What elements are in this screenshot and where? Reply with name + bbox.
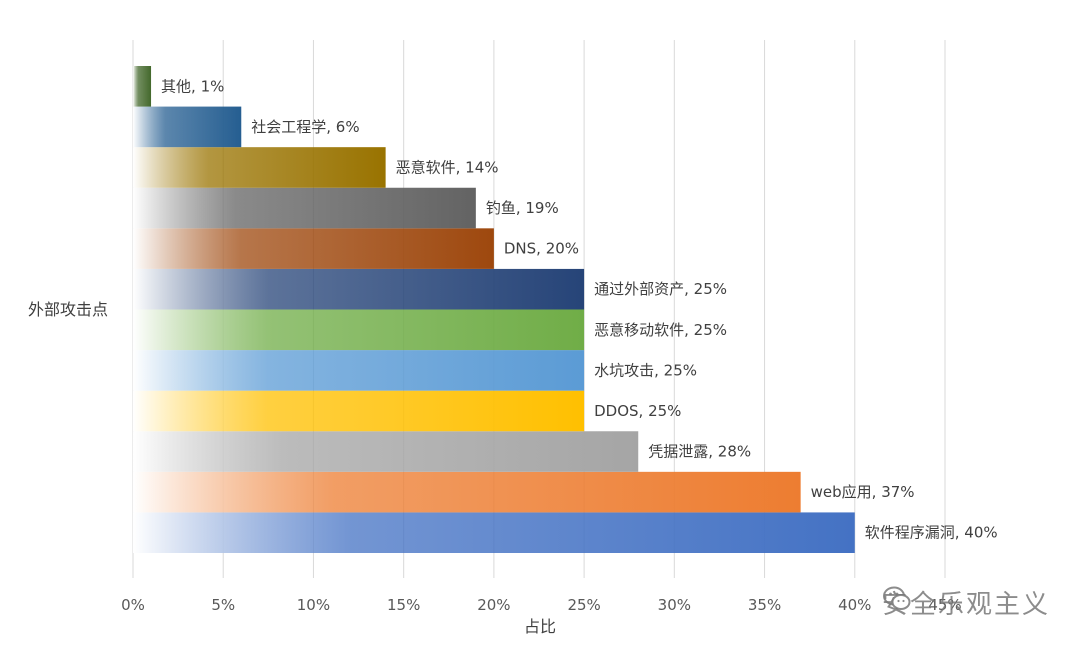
bar (133, 187, 476, 229)
wechat-icon (882, 586, 911, 610)
data-label: 通过外部资产, 25% (594, 280, 727, 298)
data-label: web应用, 37% (811, 483, 915, 501)
data-label: DNS, 20% (504, 240, 579, 258)
bar (133, 106, 242, 148)
data-label: 钓鱼, 19% (486, 199, 559, 217)
data-labels: 软件程序漏洞, 40% web应用, 37% 凭据泄露, 28% DDOS, 25% 水… (161, 77, 998, 541)
data-label: 其他, 1% (161, 77, 224, 95)
bar (133, 309, 585, 351)
bars (133, 66, 855, 553)
bar (133, 471, 801, 513)
y-axis-title: 外部攻击点 (28, 300, 108, 319)
data-label: 凭据泄露, 28% (648, 443, 751, 461)
bar (133, 268, 585, 310)
data-label: 软件程序漏洞, 40% (865, 524, 998, 542)
x-tick-label: 25% (567, 596, 600, 614)
x-tick-label: 45% (928, 596, 961, 614)
x-tick-label: 30% (658, 596, 691, 614)
bar (133, 147, 386, 188)
x-axis-ticks: 0% 5% 10% 15% 20% 25% 30% 35% 40% 45% (121, 596, 962, 614)
bar (133, 228, 494, 269)
x-tick-label: 15% (387, 596, 420, 614)
x-tick-label: 35% (748, 596, 781, 614)
data-label: DDOS, 25% (594, 402, 681, 420)
x-axis-title: 占比 (524, 617, 556, 636)
bar (133, 66, 152, 107)
data-label: 水坑攻击, 25% (594, 361, 697, 379)
data-label: 社会工程学, 6% (251, 118, 359, 136)
bar (133, 512, 855, 553)
data-label: 恶意移动软件, 25% (594, 321, 727, 339)
x-tick-label: 40% (838, 596, 871, 614)
x-tick-label: 20% (477, 596, 510, 614)
x-tick-label: 10% (297, 596, 330, 614)
x-tick-label: 5% (211, 596, 235, 614)
bar (133, 390, 585, 432)
bar (133, 431, 639, 472)
bar (133, 350, 585, 391)
data-label: 恶意软件, 14% (396, 158, 499, 176)
x-tick-label: 0% (121, 596, 145, 614)
watermark: 安全乐观主义 (882, 584, 1050, 621)
